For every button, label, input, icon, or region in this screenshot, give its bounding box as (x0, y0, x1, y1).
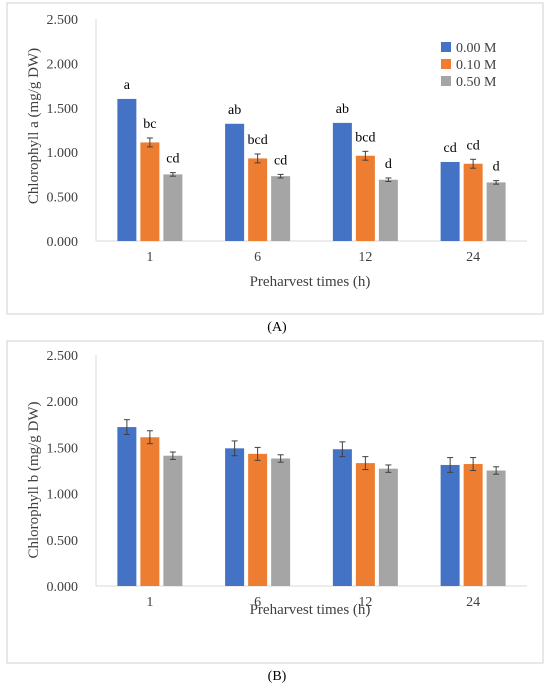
bar-a (271, 176, 291, 241)
y-tick-label-b: 1.500 (47, 441, 79, 456)
significance-letter-a: d (493, 160, 500, 175)
y-tick-label-b: 2.000 (47, 395, 79, 410)
y-axis-label-a: Chlorophyll a (mg/g DW) (26, 48, 42, 204)
bar-b (378, 468, 398, 586)
significance-letter-a: cd (166, 152, 179, 167)
significance-letter-a: d (385, 157, 392, 172)
significance-letter-a: ab (228, 103, 241, 118)
bar-a (248, 158, 268, 241)
bar-b (355, 463, 375, 586)
x-tick-label-b: 1 (146, 595, 153, 610)
y-tick-label-b: 2.500 (47, 349, 79, 364)
x-axis-label-a: Preharvest times (h) (250, 274, 371, 290)
x-tick-label-a: 1 (146, 250, 153, 265)
bar-b (271, 458, 291, 586)
bar-b (140, 437, 160, 586)
x-tick-label-a: 24 (466, 250, 480, 265)
chart-panel-a: Chlorophyll a (mg/g DW) Preharvest times… (26, 13, 527, 290)
x-axis-label-b: Preharvest times (h) (250, 602, 371, 618)
bar-a (163, 174, 183, 241)
bar-a (117, 98, 137, 241)
y-tick-label-b: 0.500 (47, 534, 79, 549)
legend-label-2: 0.50 M (456, 75, 497, 90)
y-tick-label-a: 2.500 (47, 13, 79, 28)
bar-b (163, 455, 183, 586)
y-tick-label-b: 1.000 (47, 488, 79, 503)
bar-b (440, 464, 460, 586)
bar-a (332, 122, 352, 241)
bar-a (486, 182, 506, 241)
significance-letter-a: cd (274, 153, 287, 168)
bar-b (225, 448, 245, 586)
legend: 0.00 M 0.10 M 0.50 M (441, 41, 497, 90)
bar-b (332, 449, 352, 586)
x-tick-label-b: 6 (254, 595, 261, 610)
y-axis-label-b: Chlorophyll b (mg/g DW) (26, 401, 42, 558)
y-tick-label-b: 0.000 (47, 580, 79, 595)
legend-swatch-2 (441, 76, 451, 86)
legend-swatch-0 (441, 42, 451, 52)
significance-letter-a: bcd (355, 130, 375, 145)
significance-letter-a: cd (444, 141, 457, 156)
bar-b (117, 427, 137, 586)
chart-panel-b: Chlorophyll b (mg/g DW) Preharvest times… (26, 349, 527, 618)
bar-b (463, 464, 483, 586)
x-tick-label-b: 24 (466, 595, 480, 610)
bar-a (440, 161, 460, 241)
legend-label-1: 0.10 M (456, 58, 497, 73)
significance-letter-a: bc (143, 117, 156, 132)
bar-a (225, 123, 245, 241)
y-tick-label-a: 1.500 (47, 102, 79, 117)
legend-swatch-1 (441, 59, 451, 69)
bar-b (248, 453, 268, 586)
significance-letter-a: bcd (248, 133, 268, 148)
y-tick-label-a: 2.000 (47, 57, 79, 72)
x-tick-label-a: 12 (358, 250, 372, 265)
significance-letter-a: a (124, 78, 131, 93)
bar-a (463, 163, 483, 241)
bar-a (378, 179, 398, 241)
panel-label-a: (A) (267, 320, 287, 335)
y-tick-label-a: 1.000 (47, 146, 79, 161)
bar-b (486, 470, 506, 586)
legend-label-0: 0.00 M (456, 41, 497, 56)
panel-label-b: (B) (268, 669, 287, 684)
y-tick-label-a: 0.500 (47, 191, 79, 206)
significance-letter-a: cd (467, 138, 480, 153)
significance-letter-a: ab (336, 102, 349, 117)
x-tick-label-a: 6 (254, 250, 261, 265)
bar-a (355, 155, 375, 241)
bar-a (140, 142, 160, 241)
y-tick-label-a: 0.000 (47, 235, 79, 250)
x-tick-label-b: 12 (358, 595, 372, 610)
